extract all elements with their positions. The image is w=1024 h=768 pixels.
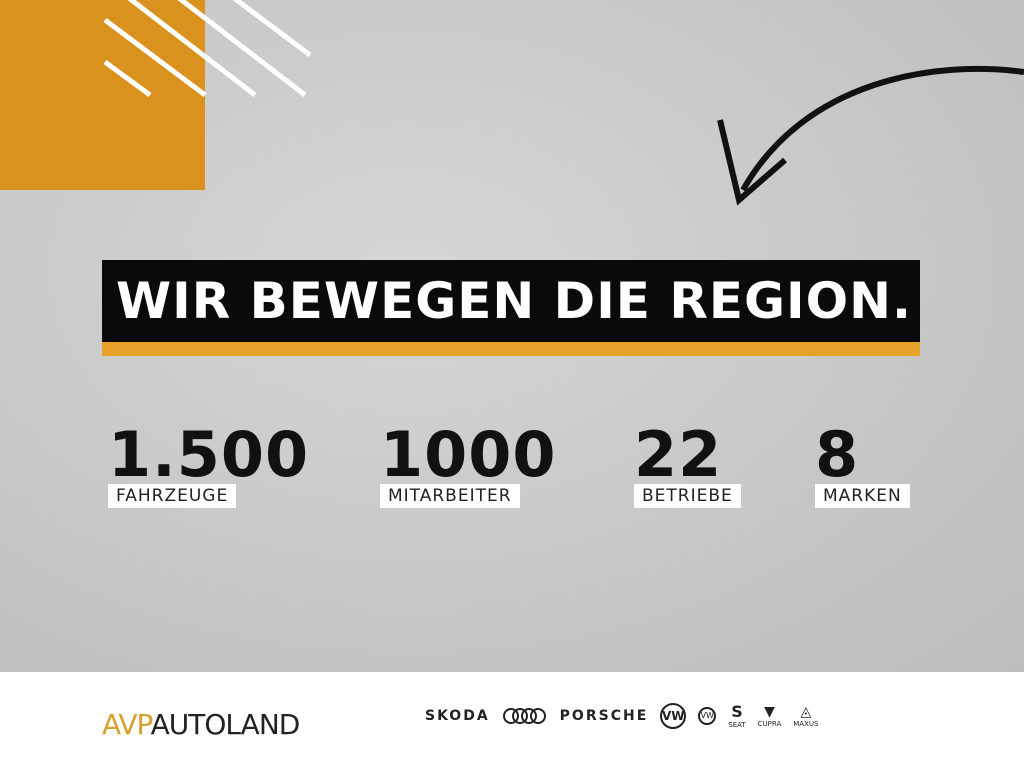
stat-vehicles: 1.500 FAHRZEUGE bbox=[108, 424, 309, 508]
maxus-label: MAXUS bbox=[793, 719, 819, 728]
stat-brands: 8 MARKEN bbox=[815, 424, 910, 508]
cupra-logo: ▼ CUPRA bbox=[758, 704, 782, 728]
vw-logo: VW bbox=[660, 702, 687, 729]
porsche-logo: PORSCHE bbox=[559, 707, 649, 724]
stat-label: MITARBEITER bbox=[380, 484, 520, 508]
stat-employees: 1000 MITARBEITER bbox=[380, 424, 557, 508]
vw-commercial-logo: VW bbox=[698, 706, 717, 725]
vw-commercial-icon: VW bbox=[698, 706, 717, 725]
seat-label: SEAT bbox=[728, 721, 746, 729]
seat-logo: S SEAT bbox=[728, 702, 745, 729]
stat-branches: 22 BETRIEBE bbox=[634, 424, 741, 508]
stat-label: BETRIEBE bbox=[634, 484, 741, 508]
seat-icon: S bbox=[731, 702, 743, 721]
skoda-logo: SKODA bbox=[425, 707, 490, 724]
stat-label: MARKEN bbox=[815, 484, 910, 508]
maxus-logo: ◬ MAXUS bbox=[793, 704, 818, 728]
cupra-label: CUPRA bbox=[757, 719, 782, 728]
stat-value: 1000 bbox=[380, 418, 557, 491]
logo-autoland: AUTOLAND bbox=[150, 708, 301, 741]
stripes-decoration bbox=[103, 0, 312, 98]
avp-autoland-logo: AVPAUTOLAND bbox=[102, 708, 301, 741]
hero-background: WIR BEWEGEN DIE REGION. 1.500 FAHRZEUGE … bbox=[0, 0, 1024, 672]
cupra-icon: ▼ bbox=[764, 703, 775, 720]
audi-logo bbox=[502, 707, 546, 724]
stat-value: 22 bbox=[634, 418, 723, 491]
stat-label: FAHRZEUGE bbox=[108, 484, 237, 508]
maxus-icon: ◬ bbox=[800, 703, 812, 720]
curved-arrow-icon bbox=[717, 65, 1024, 206]
banner-underline bbox=[102, 342, 920, 356]
brand-logos: SKODA PORSCHE VW VW S SEAT ▼ CUPRA ◬ MAXUS bbox=[425, 702, 818, 729]
footer: AVPAUTOLAND SKODA PORSCHE VW VW S SEAT ▼ C… bbox=[0, 672, 1024, 768]
stat-value: 8 bbox=[815, 418, 860, 491]
stat-value: 1.500 bbox=[108, 418, 310, 491]
logo-avp: AVP bbox=[102, 708, 152, 741]
headline-banner: WIR BEWEGEN DIE REGION. bbox=[102, 260, 920, 342]
